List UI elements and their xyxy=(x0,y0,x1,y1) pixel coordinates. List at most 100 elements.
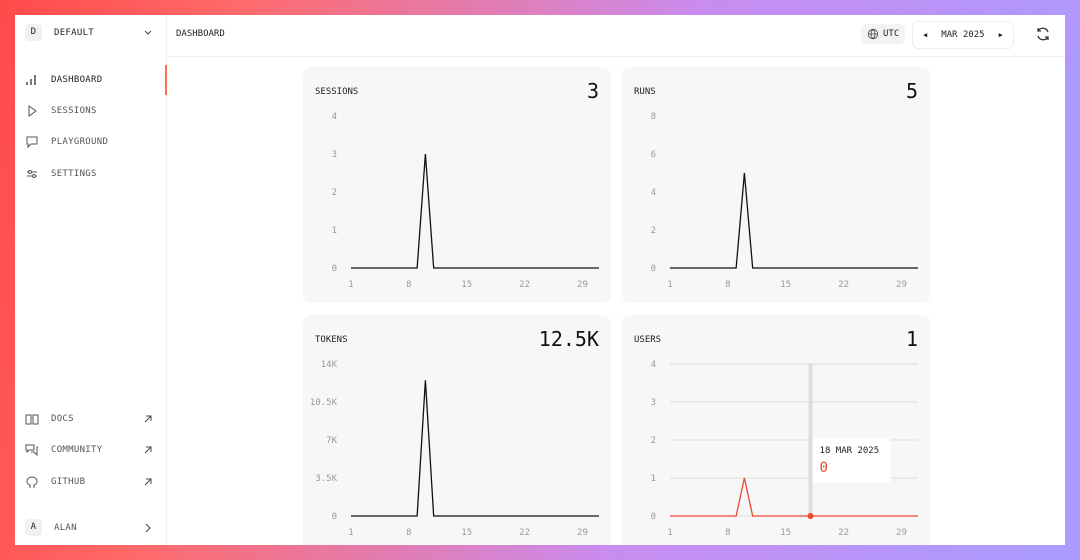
icon xyxy=(25,444,38,457)
nav-settings[interactable]: SETTINGS xyxy=(25,167,97,181)
y-tick-label: 6 xyxy=(651,150,656,160)
nav-playground[interactable]: PLAYGROUND xyxy=(25,135,108,149)
hover-band xyxy=(808,364,813,516)
x-tick-label: 29 xyxy=(896,280,907,290)
chart: RUNS 5 0 2 4 6 8 1 8 15 22 29 xyxy=(634,79,918,290)
chart-card: USERS 1 0 1 2 3 4 1 8 15 22 29 18 MAR 2025 0 xyxy=(622,315,930,545)
x-tick-label: 1 xyxy=(667,280,672,290)
tooltip-value: 0 xyxy=(820,460,828,476)
x-tick-label: 29 xyxy=(577,528,588,538)
y-tick-label: 3.5K xyxy=(315,474,337,484)
user-menu[interactable]: A ALAN xyxy=(25,519,155,536)
y-tick-label: 7K xyxy=(326,436,337,446)
y-tick-label: 0 xyxy=(332,264,337,274)
y-tick-label: 0 xyxy=(651,512,656,522)
chart: SESSIONS 3 0 1 2 3 4 1 8 15 22 29 xyxy=(315,79,599,290)
link-github[interactable]: GITHUB xyxy=(25,475,155,489)
x-tick-label: 22 xyxy=(519,528,530,538)
hover-point xyxy=(807,513,814,519)
external-icon xyxy=(144,446,152,454)
x-tick-label: 15 xyxy=(780,528,791,538)
tooltip xyxy=(812,438,891,483)
x-tick-label: 1 xyxy=(348,280,353,290)
icon xyxy=(26,75,36,85)
icon xyxy=(27,170,37,178)
workspace-name: DEFAULT xyxy=(54,27,95,38)
x-tick-label: 1 xyxy=(348,528,353,538)
nav-label: SESSIONS xyxy=(51,106,97,116)
y-tick-label: 2 xyxy=(332,188,337,198)
month-picker[interactable]: ◀ MAR 2025 ▶ xyxy=(912,21,1014,49)
x-tick-label: 15 xyxy=(461,528,472,538)
x-tick-label: 22 xyxy=(838,528,849,538)
x-tick-label: 22 xyxy=(838,280,849,290)
y-tick-label: 3 xyxy=(332,150,337,160)
refresh-button[interactable] xyxy=(1035,26,1051,42)
nav-label: PLAYGROUND xyxy=(51,137,109,147)
link-label: GITHUB xyxy=(51,477,86,487)
chart-total: 3 xyxy=(587,79,599,103)
x-tick-label: 15 xyxy=(461,280,472,290)
chart: USERS 1 0 1 2 3 4 1 8 15 22 29 18 MAR 2025 0 xyxy=(634,327,918,538)
y-tick-label: 1 xyxy=(651,474,656,484)
workspace-switcher[interactable]: D DEFAULT xyxy=(25,24,155,41)
chevron xyxy=(145,523,151,532)
icon xyxy=(28,105,37,117)
y-tick-label: 4 xyxy=(332,112,337,122)
link-docs[interactable]: DOCS xyxy=(25,412,155,426)
x-tick-label: 1 xyxy=(667,528,672,538)
app: D DEFAULT DASHBOARD SESSIONS PLAYGROUND … xyxy=(15,15,1065,545)
chart-title: USERS xyxy=(634,335,661,345)
nav-label: SETTINGS xyxy=(51,169,97,179)
chart-card: TOKENS 12.5K 0 3.5K 7K 10.5K 14K 1 8 15 22 29 xyxy=(303,315,611,545)
icon xyxy=(25,414,39,425)
chevron xyxy=(144,30,152,35)
tooltip-date: 18 MAR 2025 xyxy=(820,446,880,456)
chart-card: SESSIONS 3 0 1 2 3 4 1 8 15 22 29 xyxy=(303,67,611,303)
chart-title: SESSIONS xyxy=(315,87,358,97)
line xyxy=(351,153,599,269)
line xyxy=(670,172,918,269)
line xyxy=(351,380,599,517)
user-name: ALAN xyxy=(54,522,77,533)
x-tick-label: 29 xyxy=(577,280,588,290)
x-tick-label: 8 xyxy=(406,528,411,538)
y-tick-label: 0 xyxy=(651,264,656,274)
page-title: DASHBOARD xyxy=(176,29,225,39)
chart-total: 5 xyxy=(906,79,918,103)
chart-title: TOKENS xyxy=(315,335,348,345)
chart-card: RUNS 5 0 2 4 6 8 1 8 15 22 29 xyxy=(622,67,930,303)
nav-dashboard[interactable]: DASHBOARD xyxy=(25,73,102,87)
nav-sessions[interactable]: SESSIONS xyxy=(25,104,97,118)
chart: TOKENS 12.5K 0 3.5K 7K 10.5K 14K 1 8 15 22 29 xyxy=(310,327,599,538)
next-month[interactable]: ▶ xyxy=(998,31,1003,39)
workspace-badge: D xyxy=(25,24,42,41)
y-tick-label: 2 xyxy=(651,226,656,236)
month: MAR 2025 xyxy=(941,30,985,40)
external-icon xyxy=(144,415,152,423)
link-label: COMMUNITY xyxy=(51,445,103,455)
chart-title: RUNS xyxy=(634,87,656,97)
y-tick-label: 3 xyxy=(651,398,656,408)
icon xyxy=(26,476,38,488)
x-tick-label: 8 xyxy=(406,280,411,290)
line xyxy=(670,477,918,517)
chart-total: 1 xyxy=(906,327,918,351)
x-tick-label: 29 xyxy=(896,528,907,538)
x-tick-label: 22 xyxy=(519,280,530,290)
y-tick-label: 14K xyxy=(321,360,338,370)
user-badge: A xyxy=(25,519,42,536)
x-tick-label: 8 xyxy=(725,528,730,538)
timezone: UTC xyxy=(883,29,900,39)
active-indicator xyxy=(165,65,167,95)
sidebar: D DEFAULT DASHBOARD SESSIONS PLAYGROUND … xyxy=(15,15,167,545)
y-tick-label: 0 xyxy=(332,512,337,522)
external-icon xyxy=(144,478,152,486)
timezone-button[interactable]: UTC xyxy=(861,24,906,44)
link-label: DOCS xyxy=(51,414,74,424)
prev-month[interactable]: ◀ xyxy=(923,31,928,39)
globe-icon xyxy=(867,28,879,40)
y-tick-label: 2 xyxy=(651,436,656,446)
link-community[interactable]: COMMUNITY xyxy=(25,443,155,457)
